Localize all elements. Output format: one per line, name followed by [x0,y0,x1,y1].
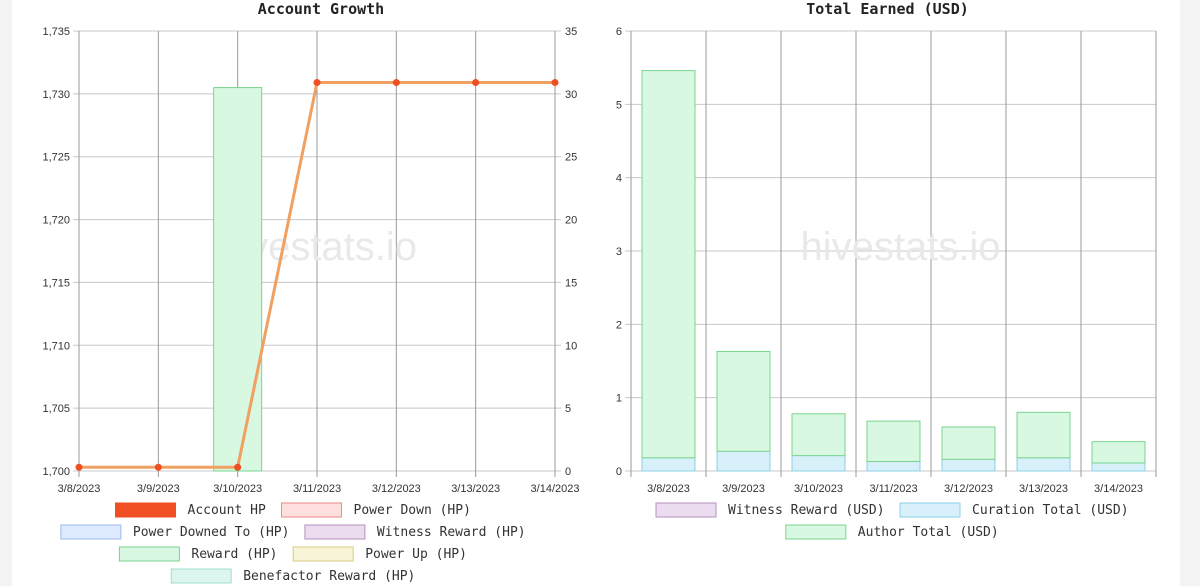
legend-label-account-hp: Account HP [188,503,266,518]
bar-curation-total-usd [1091,462,1146,472]
legend-swatch-curation-total-usd [899,502,961,518]
legend-label-author-total-usd: Author Total (USD) [858,525,999,540]
legend-label-power-up-hp: Power Up (HP) [365,547,467,562]
y-tick-label: 1 [616,393,622,405]
bar-author-total-usd [716,350,771,452]
y-left-tick-label: 1,705 [42,403,70,415]
x-tick-label: 3/10/2023 [794,483,843,495]
point-account-hp [551,79,559,87]
x-tick-label: 3/12/2023 [372,483,421,495]
point-account-hp [392,79,400,87]
legend-swatch-author-total-usd [785,524,847,540]
x-tick-label: 3/13/2023 [1019,483,1068,495]
chart-title: Total Earned (USD) [806,0,969,18]
legend-label-power-downed-to-hp: Power Downed To (HP) [133,525,290,540]
legend-label-reward-hp: Reward (HP) [191,547,277,562]
legend-swatch-power-up-hp [292,546,354,562]
x-tick-label: 3/8/2023 [58,483,101,495]
x-tick-label: 3/10/2023 [213,483,262,495]
x-tick-label: 3/14/2023 [531,483,580,495]
legend-label-curation-total-usd: Curation Total (USD) [972,503,1129,518]
bar-author-total-usd [1016,411,1071,459]
legend-swatch-reward-hp [118,546,180,562]
bar-reward-hp [213,87,263,472]
y-right-tick-label: 30 [565,89,577,101]
legend-swatch-witness-reward-hp [304,524,366,540]
total-earned-panel: Total Earned (USD) 0 1 2 3 4 5 6 3/8/2023 3/9/202… [595,0,1180,586]
legend-swatch-power-downed-to-hp [60,524,122,540]
y-tick-label: 2 [616,319,622,331]
x-tick-label: 3/12/2023 [944,483,993,495]
y-right-tick-label: 20 [565,215,577,227]
bar-curation-total-usd [1016,457,1071,472]
y-left-tick-label: 1,710 [42,340,70,352]
bar-curation-total-usd [941,458,996,472]
x-tick-label: 3/13/2023 [451,483,500,495]
y-right-tick-label: 10 [565,340,577,352]
x-tick-label: 3/11/2023 [293,483,341,495]
account-growth-panel: Account Growth 1,700 1,705 1,710 1,715 1,720 1… [12,0,595,586]
bar-curation-total-usd [716,450,771,472]
y-right-tick-label: 15 [565,277,577,289]
legend-label-witness-reward-hp: Witness Reward (HP) [377,525,526,540]
point-account-hp [313,79,321,87]
y-tick-label: 4 [616,173,622,185]
x-tick-label: 3/8/2023 [647,483,690,495]
y-left-tick-label: 1,715 [42,277,70,289]
y-left-tick-label: 1,720 [42,215,70,227]
y-tick-label: 6 [616,26,622,38]
y-right-tick-label: 5 [565,403,571,415]
bar-curation-total-usd [641,457,696,472]
bar-curation-total-usd [866,460,921,472]
y-left-tick-label: 1,730 [42,89,70,101]
y-tick-label: 0 [616,466,622,478]
watermark: hivestats.io [800,225,1000,269]
legend-swatch-benefactor-reward-hp [170,568,232,584]
y-right-tick-label: 0 [565,466,571,478]
x-tick-label: 3/11/2023 [869,483,917,495]
legend-label-power-down-hp: Power Down (HP) [354,503,471,518]
point-account-hp [75,463,83,471]
bar-curation-total-usd [791,455,846,472]
chart-title: Account Growth [258,0,384,18]
legend-swatch-account-hp [115,502,176,518]
bar-author-total-usd [641,70,696,459]
x-tick-label: 3/9/2023 [137,483,180,495]
y-right-tick-label: 25 [565,152,577,164]
bar-author-total-usd [941,426,996,460]
y-left-tick-label: 1,725 [42,152,70,164]
legend-label-benefactor-reward-hp: Benefactor Reward (HP) [243,569,415,584]
point-account-hp [472,79,480,87]
x-tick-label: 3/9/2023 [722,483,765,495]
account-growth-chart: Account Growth 1,700 1,705 1,710 1,715 1,720 1… [42,0,580,584]
bar-author-total-usd [866,420,921,462]
y-right-tick-label: 35 [565,26,577,38]
point-account-hp [154,463,162,471]
legend-swatch-power-down-hp [281,502,342,518]
point-account-hp [234,463,242,471]
legend-swatch-witness-reward-usd [655,502,717,518]
y-tick-label: 5 [616,99,622,111]
x-tick-label: 3/14/2023 [1094,483,1143,495]
bar-author-total-usd [791,413,846,457]
y-left-tick-label: 1,700 [42,466,70,478]
total-earned-chart: Total Earned (USD) 0 1 2 3 4 5 6 3/8/2023 3/9/202… [616,0,1157,540]
y-tick-label: 3 [616,246,622,258]
bar-author-total-usd [1091,441,1146,464]
y-left-tick-label: 1,735 [42,26,70,38]
legend-label-witness-reward-usd: Witness Reward (USD) [728,503,885,518]
